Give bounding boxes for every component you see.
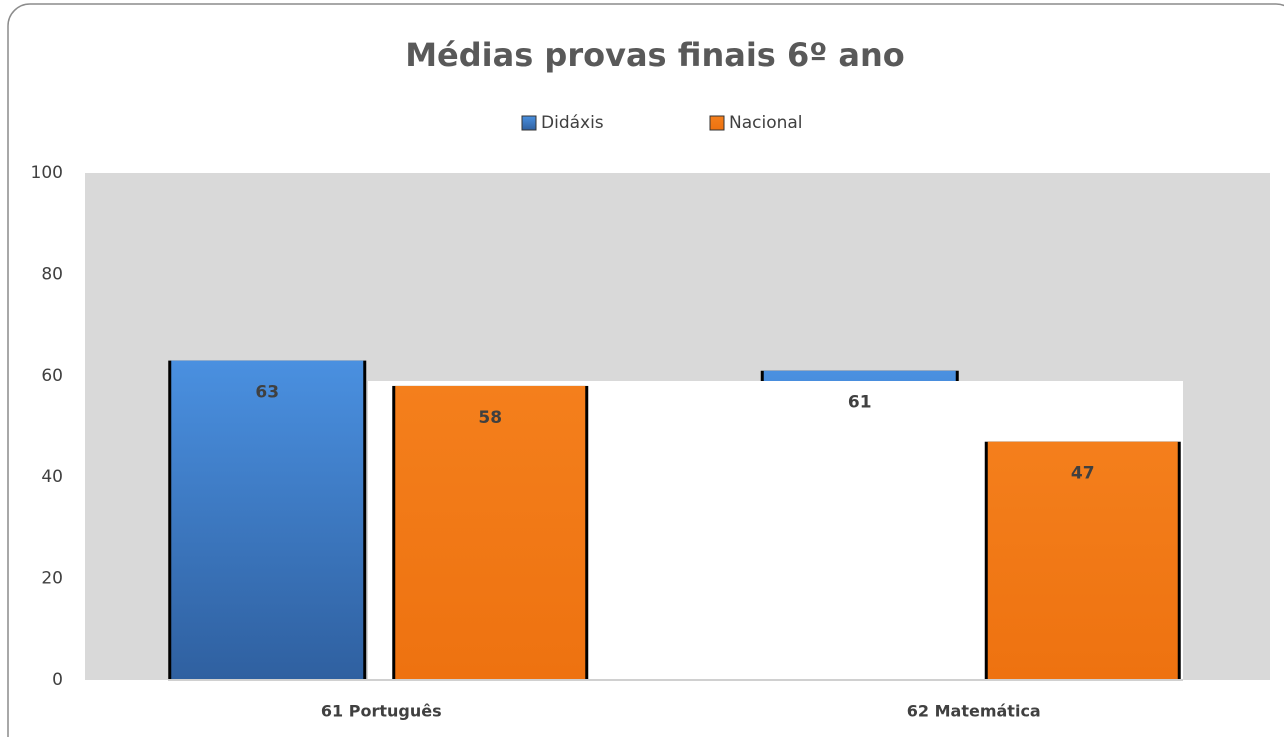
- bar: [171, 360, 364, 680]
- bar: [395, 385, 586, 680]
- data-label: 61: [848, 393, 872, 413]
- data-label: 63: [255, 383, 279, 403]
- x-tick-label: 62 Matemática: [907, 702, 1041, 721]
- legend-label: Nacional: [729, 113, 803, 133]
- data-label: 58: [478, 408, 502, 428]
- y-tick-label: 20: [41, 569, 63, 589]
- y-tick-label: 80: [41, 264, 63, 284]
- legend-label: Didáxis: [541, 113, 604, 133]
- y-tick-label: 60: [41, 366, 63, 386]
- y-tick-label: 0: [52, 670, 63, 690]
- legend-swatch: [521, 115, 537, 131]
- data-label: 47: [1071, 464, 1095, 484]
- legend-swatch: [709, 115, 725, 131]
- y-tick-label: 100: [31, 163, 63, 183]
- y-tick-label: 40: [41, 467, 63, 487]
- chart-title: Médias provas finais 6º ano: [405, 36, 905, 74]
- bar: [987, 441, 1178, 680]
- x-tick-label: 61 Português: [321, 702, 442, 721]
